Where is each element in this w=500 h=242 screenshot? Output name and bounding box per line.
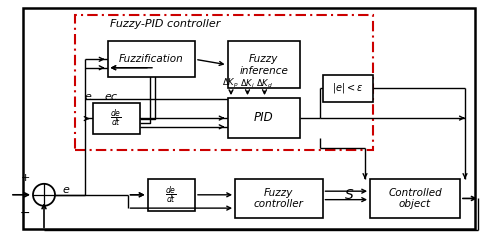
Text: $\frac{de}{dt}$: $\frac{de}{dt}$	[166, 184, 177, 205]
Text: Fuzzy
inference: Fuzzy inference	[240, 54, 288, 76]
Bar	[235, 179, 322, 218]
Bar	[148, 179, 195, 211]
Text: $\Delta K_p$: $\Delta K_p$	[222, 77, 239, 90]
Text: ec: ec	[104, 92, 118, 102]
Bar	[75, 15, 372, 150]
Text: −: −	[20, 207, 30, 220]
Text: $\mathit{S}$: $\mathit{S}$	[344, 188, 354, 202]
Text: PID: PID	[254, 112, 274, 124]
Text: e: e	[84, 92, 91, 102]
Text: +: +	[20, 173, 30, 183]
Text: $\Delta K_d$: $\Delta K_d$	[256, 77, 273, 90]
Text: Fuzzy
controller: Fuzzy controller	[254, 188, 304, 209]
Bar	[228, 41, 300, 88]
Bar	[228, 98, 300, 138]
Text: Controlled
object: Controlled object	[388, 188, 442, 209]
Bar	[370, 179, 460, 218]
Text: $\frac{de}{dt}$: $\frac{de}{dt}$	[110, 108, 122, 129]
Text: e: e	[62, 185, 70, 195]
Text: $|e|<\varepsilon$: $|e|<\varepsilon$	[332, 81, 363, 95]
Text: $\Delta K_i$: $\Delta K_i$	[240, 77, 255, 90]
Bar	[108, 41, 195, 77]
Bar	[322, 75, 372, 102]
Text: Fuzzy-PID controller: Fuzzy-PID controller	[110, 19, 220, 29]
Text: Fuzzification: Fuzzification	[119, 54, 184, 64]
Bar	[92, 103, 140, 134]
